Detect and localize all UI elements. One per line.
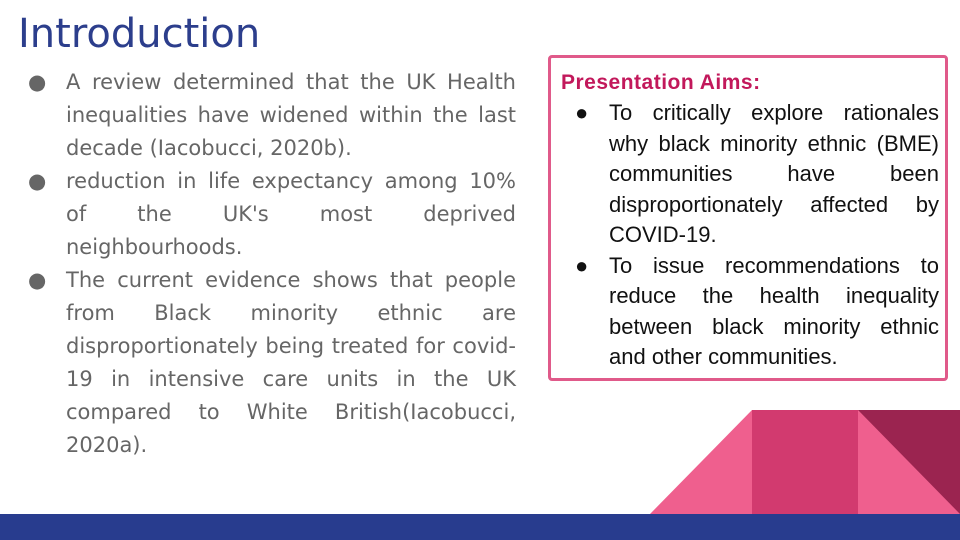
bullet-icon: ● [28,169,47,193]
deco-mid-block [752,410,858,514]
intro-bullet-list: ● A review determined that the UK Health… [28,66,516,462]
aims-list: ● To critically explore rationales why b… [561,98,939,373]
list-item: ● To critically explore rationales why b… [561,98,939,251]
bullet-icon: ● [28,268,47,292]
list-item: ● To issue recommendations to reduce the… [561,251,939,373]
slide-title: Introduction [18,11,261,57]
list-item: ● A review determined that the UK Health… [28,66,516,165]
deco-light-triangle-left [650,410,752,514]
bullet-icon: ● [575,100,589,125]
list-item: ● reduction in life expectancy among 10%… [28,165,516,264]
bullet-text: The current evidence shows that people f… [66,268,516,457]
footer-bar [0,514,960,540]
deco-light-triangle-right [858,410,960,514]
bullet-icon: ● [28,70,47,94]
aims-heading: Presentation Aims: [561,71,761,94]
aim-text: To issue recommendations to reduce the h… [609,252,939,370]
bullet-text: reduction in life expectancy among 10% o… [66,169,516,259]
presentation-aims-box: Presentation Aims: ● To critically explo… [548,55,948,381]
list-item: ● The current evidence shows that people… [28,264,516,462]
bullet-text: A review determined that the UK Health i… [66,70,516,160]
bullet-icon: ● [575,252,589,278]
aim-text: To critically explore rationales why bla… [609,100,939,247]
